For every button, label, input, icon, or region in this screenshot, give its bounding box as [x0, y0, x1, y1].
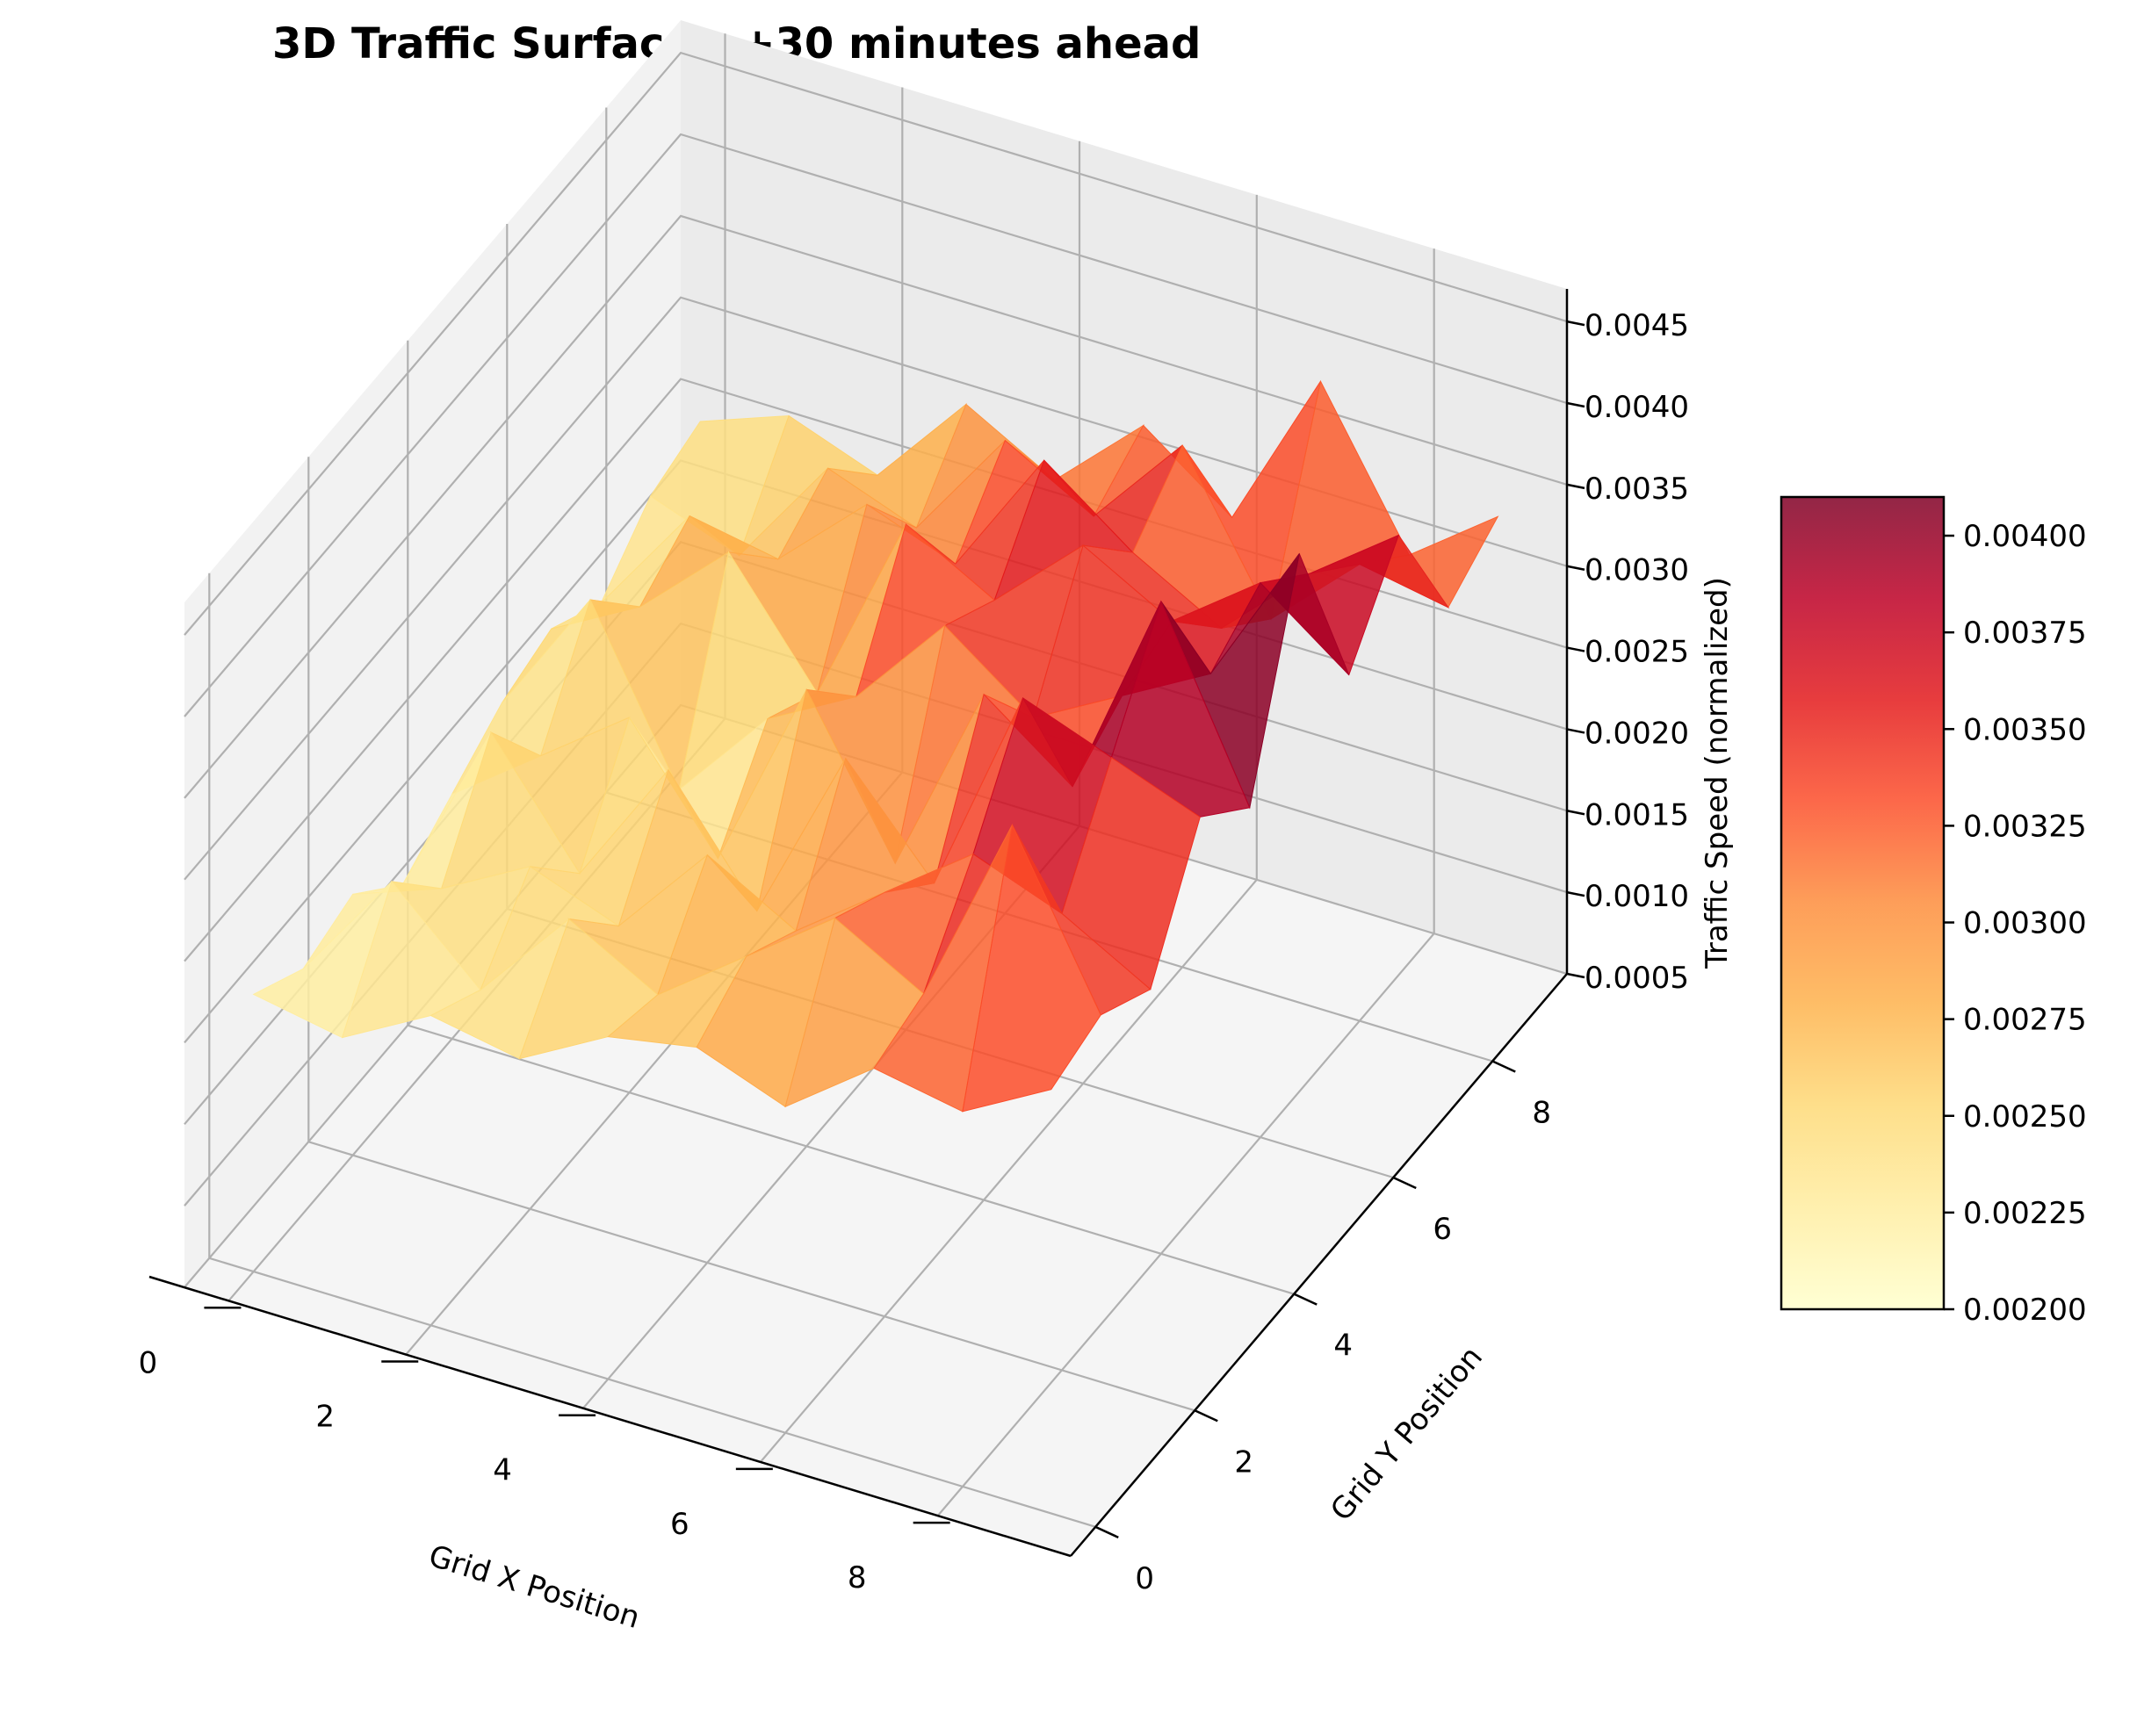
surface-patch	[962, 823, 1101, 1113]
colorbar	[1780, 495, 1946, 1311]
z-gridline	[184, 214, 1568, 799]
y-axis-line	[1070, 973, 1568, 1557]
colorbar-tick-label: 0.00275	[1963, 1003, 2087, 1038]
z-gridline	[184, 51, 1568, 636]
colorbar-tick-label: 0.00350	[1963, 712, 2087, 747]
colorbar-tick-label: 0.00300	[1963, 906, 2087, 941]
colorbar-tick-label: 0.00200	[1963, 1293, 2087, 1328]
y-tick-label: 4	[1333, 1329, 1353, 1364]
y-tick-label: 2	[1234, 1444, 1253, 1480]
z-tick-label: 0.0005	[1585, 961, 1689, 996]
y-tick-label: 0	[1135, 1561, 1154, 1596]
z-tick	[1566, 401, 1585, 408]
z-tick	[1566, 483, 1585, 490]
y-axis-label: Grid Y Position	[1324, 1340, 1490, 1528]
z-tick-label: 0.0040	[1585, 390, 1689, 425]
colorbar-tick-label: 0.00400	[1963, 519, 2087, 554]
z-tick	[1566, 728, 1585, 734]
z-tick-label: 0.0035	[1585, 472, 1689, 507]
z-tick	[1566, 972, 1585, 979]
z-tick-label: 0.0030	[1585, 553, 1689, 588]
z-tick-label: 0.0010	[1585, 879, 1689, 914]
z-axis-label: Traffic Speed (normalized)	[1700, 577, 1735, 969]
y-tick	[1293, 1293, 1318, 1306]
z-tick-label: 0.0045	[1585, 308, 1689, 343]
x-axis-line	[148, 1275, 1072, 1558]
x-tick-label: 0	[139, 1345, 158, 1380]
z-gridline	[184, 133, 1568, 717]
colorbar-tick-label: 0.00225	[1963, 1196, 2087, 1231]
y-tick	[1194, 1409, 1218, 1423]
y-tick	[1094, 1525, 1119, 1538]
y-tick	[1392, 1176, 1417, 1190]
z-tick-label: 0.0015	[1585, 797, 1689, 832]
x-tick-label: 2	[315, 1400, 335, 1435]
z-tick	[1566, 890, 1585, 897]
x-tick-label: 6	[670, 1507, 689, 1542]
x-axis-label: Grid X Position	[424, 1538, 643, 1636]
surface	[252, 379, 1499, 1113]
colorbar-tick-label: 0.00250	[1963, 1099, 2087, 1135]
z-tick	[1566, 320, 1585, 327]
y-tick-label: 8	[1532, 1095, 1551, 1130]
colorbar-tick-label: 0.00325	[1963, 809, 2087, 844]
z-tick	[1566, 810, 1585, 816]
z-tick-label: 0.0025	[1585, 635, 1689, 670]
y-tick-label: 6	[1433, 1212, 1452, 1247]
z-tick	[1566, 565, 1585, 571]
z-tick	[1566, 646, 1585, 652]
y-tick	[1491, 1060, 1516, 1073]
colorbar-tick-label: 0.00375	[1963, 616, 2087, 651]
z-tick-label: 0.0020	[1585, 716, 1689, 751]
x-tick-label: 4	[493, 1453, 512, 1488]
x-tick-label: 8	[848, 1560, 867, 1596]
